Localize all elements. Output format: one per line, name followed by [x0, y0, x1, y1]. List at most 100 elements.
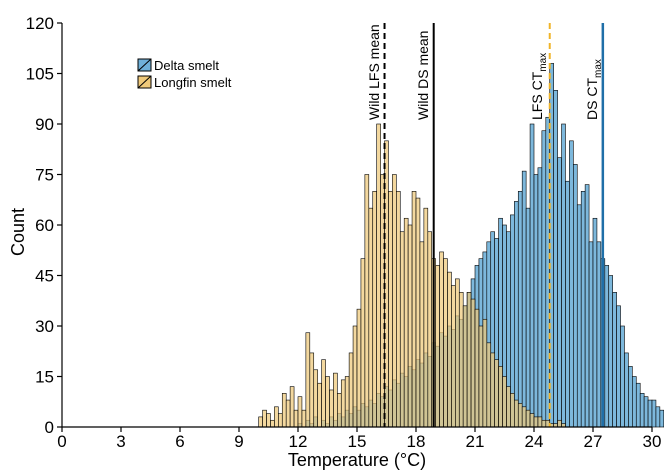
- delta-smelt-bar: [632, 376, 637, 428]
- delta-smelt-bar: [565, 180, 570, 428]
- ref-label-wild-lfs-mean: Wild LFS mean: [366, 24, 382, 120]
- longfin-smelt-bar: [494, 359, 499, 428]
- y-tick-label: 0: [45, 418, 54, 437]
- longfin-smelt-bar: [482, 318, 488, 428]
- delta-smelt-bar: [612, 292, 617, 428]
- reference-line-labels: Wild LFS mean Wild DS mean LFS CTmax DS …: [366, 24, 604, 120]
- longfin-smelt-bar: [297, 396, 303, 428]
- y-axis-title: Count: [8, 208, 28, 256]
- ref-label-ds-ctmax: DS CTmax: [584, 59, 604, 120]
- y-tick-label: 90: [35, 115, 54, 134]
- longfin-smelt-bar: [439, 251, 444, 428]
- longfin-smelt-bar: [458, 292, 464, 428]
- longfin-smelt-bar: [309, 352, 315, 428]
- delta-smelt-bar: [604, 265, 610, 428]
- ref-label-lfs-ctmax-sub: max: [538, 53, 549, 72]
- longfin-smelt-bar: [340, 379, 346, 428]
- ref-label-ds-ctmax-main: DS CT: [584, 78, 600, 120]
- longfin-smelt-bar: [529, 413, 535, 428]
- delta-smelt-bar: [580, 191, 586, 428]
- delta-smelt-bar: [525, 207, 531, 428]
- longfin-smelt-bar: [486, 342, 492, 428]
- delta-smelt-bar: [647, 399, 653, 428]
- x-tick-label: 6: [175, 432, 184, 451]
- longfin-smelt-bar: [415, 197, 421, 428]
- longfin-smelt-bar: [348, 352, 354, 428]
- longfin-smelt-bar: [372, 191, 377, 428]
- x-axis-title: Temperature (°C): [288, 450, 426, 470]
- delta-smelt-bar: [517, 191, 523, 428]
- longfin-smelt-bar: [407, 224, 413, 428]
- longfin-smelt-bar: [399, 231, 405, 428]
- longfin-smelt-bar: [506, 386, 511, 428]
- delta-smelt-bar: [596, 241, 602, 428]
- longfin-smelt-bar: [281, 393, 287, 428]
- delta-smelt-bar: [569, 140, 574, 428]
- longfin-smelt-bar: [380, 174, 385, 428]
- x-tick-label: 12: [289, 432, 308, 451]
- longfin-smelt-bar: [462, 305, 468, 428]
- longfin-smelt-bar: [455, 278, 460, 428]
- delta-smelt-bar: [529, 123, 535, 428]
- ref-label-wild-ds-mean: Wild DS mean: [415, 31, 431, 120]
- longfin-smelt-bar: [333, 372, 338, 428]
- longfin-smelt-bar: [541, 419, 547, 428]
- longfin-smelt-bar: [514, 399, 519, 428]
- longfin-smelt-bar: [293, 409, 299, 428]
- longfin-smelt-bar: [344, 376, 350, 428]
- delta-smelt-bar: [651, 399, 657, 428]
- legend-label-delta-smelt: Delta smelt: [154, 58, 219, 73]
- legend-swatch-delta-hatch: [137, 58, 152, 72]
- longfin-smelt-bar: [356, 308, 362, 428]
- delta-smelt-bar: [635, 382, 641, 428]
- longfin-smelt-bar: [266, 413, 271, 428]
- longfin-smelt-bar: [478, 325, 484, 428]
- delta-smelt-bar: [608, 275, 613, 428]
- longfin-smelt-bar: [411, 191, 417, 428]
- longfin-smelt-bar: [337, 393, 342, 428]
- longfin-smelt-bar: [517, 403, 523, 428]
- delta-smelt-bar: [588, 241, 594, 428]
- delta-smelt-bar: [553, 90, 558, 428]
- delta-smelt-bar: [628, 366, 633, 428]
- delta-smelt-bar: [541, 130, 547, 428]
- longfin-smelt-bar: [376, 123, 381, 428]
- x-tick-label: 15: [348, 432, 367, 451]
- delta-smelt-bar: [624, 352, 629, 428]
- ref-label-ds-ctmax-sub: max: [593, 59, 604, 78]
- longfin-smelt-bar: [325, 376, 330, 428]
- longfin-smelt-bar: [364, 174, 370, 428]
- longfin-smelt-bar: [470, 298, 476, 428]
- x-tick-label: 24: [525, 432, 544, 451]
- x-tick-label: 9: [234, 432, 243, 451]
- longfin-smelt-bar: [537, 416, 543, 428]
- longfin-smelt-bar: [392, 174, 397, 428]
- longfin-smelt-bar: [498, 366, 503, 428]
- delta-smelt-bar: [584, 184, 590, 428]
- y-tick-label: 120: [26, 14, 54, 33]
- legend-swatch-longfin-hatch: [137, 75, 152, 89]
- longfin-smelt-bar: [274, 406, 279, 428]
- y-tick-label: 105: [26, 65, 54, 84]
- longfin-smelt-bar: [521, 406, 527, 428]
- longfin-smelt-bar: [502, 376, 507, 428]
- delta-smelt-bar: [557, 157, 562, 428]
- longfin-smelt-bar: [474, 308, 480, 428]
- longfin-smelt-bar: [289, 386, 295, 428]
- longfin-smelt-bar: [317, 382, 322, 428]
- longfin-smelt-bar: [466, 292, 472, 428]
- longfin-smelt-bar: [262, 409, 267, 428]
- ref-label-lfs-ctmax-main: LFS CT: [529, 71, 545, 120]
- longfin-smelt-bar: [258, 416, 263, 428]
- longfin-smelt-bar: [443, 258, 448, 428]
- delta-smelt-bar: [659, 409, 664, 428]
- x-tick-label: 27: [584, 432, 603, 451]
- longfin-smelt-bar: [419, 241, 425, 428]
- delta-smelt-bar: [592, 217, 598, 428]
- longfin-smelt-bar: [305, 332, 311, 428]
- longfin-smelt-bar: [270, 419, 275, 428]
- tick-labels: 0 3 6 9 12 15 18 21 24 27 30 0 15 30 45 60 75 90 105 120: [26, 14, 662, 451]
- y-tick-label: 30: [35, 317, 54, 336]
- longfin-smelt-bar: [525, 409, 531, 428]
